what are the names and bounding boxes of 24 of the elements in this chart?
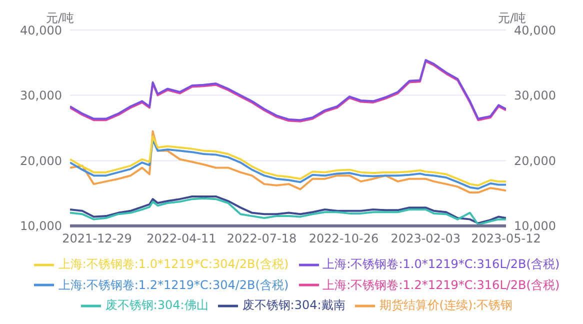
x-tick-label: 2022-10-26 bbox=[308, 231, 379, 246]
y2-axis-title: 元/吨 bbox=[498, 10, 526, 26]
legend-label: 上海:不锈钢卷:1.2*1219*C:316L/2B(含税) bbox=[322, 278, 560, 292]
y-tick-label: 40,000 bbox=[20, 23, 62, 38]
legend-label: 废不锈钢:304:佛山 bbox=[105, 298, 208, 312]
y-axis-title: 元/吨 bbox=[46, 10, 74, 26]
legend-label: 期货结算价(连续):不锈钢 bbox=[379, 298, 513, 312]
y2-tick-label: 10,000 bbox=[514, 219, 556, 234]
y2-tick-label: 30,000 bbox=[514, 88, 556, 103]
legend-label: 废不锈钢:304:戴南 bbox=[242, 298, 346, 312]
y-tick-label: 20,000 bbox=[20, 154, 62, 168]
x-tick-label: 2022-07-18 bbox=[226, 231, 297, 246]
x-tick-label: 2022-04-11 bbox=[146, 231, 216, 246]
legend-label: 上海:不锈钢卷:1.0*1219*C:316L/2B(含税) bbox=[322, 256, 560, 271]
line-series bbox=[70, 130, 506, 194]
y-tick-label: 30,000 bbox=[20, 88, 62, 103]
legend-label: 上海:不锈钢卷:1.0*1219*C:304/2B(含税) bbox=[58, 256, 289, 271]
x-tick-label: 2023-02-03 bbox=[390, 231, 461, 246]
legend-label: 上海:不锈钢卷:1.2*1219*C:304/2B(含税) bbox=[58, 278, 289, 292]
y2-tick-label: 20,000 bbox=[514, 154, 556, 168]
y-tick-label: 10,000 bbox=[20, 219, 62, 234]
x-tick-label: 2023-05-12 bbox=[471, 231, 541, 246]
y2-tick-label: 40,000 bbox=[514, 23, 556, 38]
x-tick-label: 2021-12-29 bbox=[62, 231, 132, 246]
